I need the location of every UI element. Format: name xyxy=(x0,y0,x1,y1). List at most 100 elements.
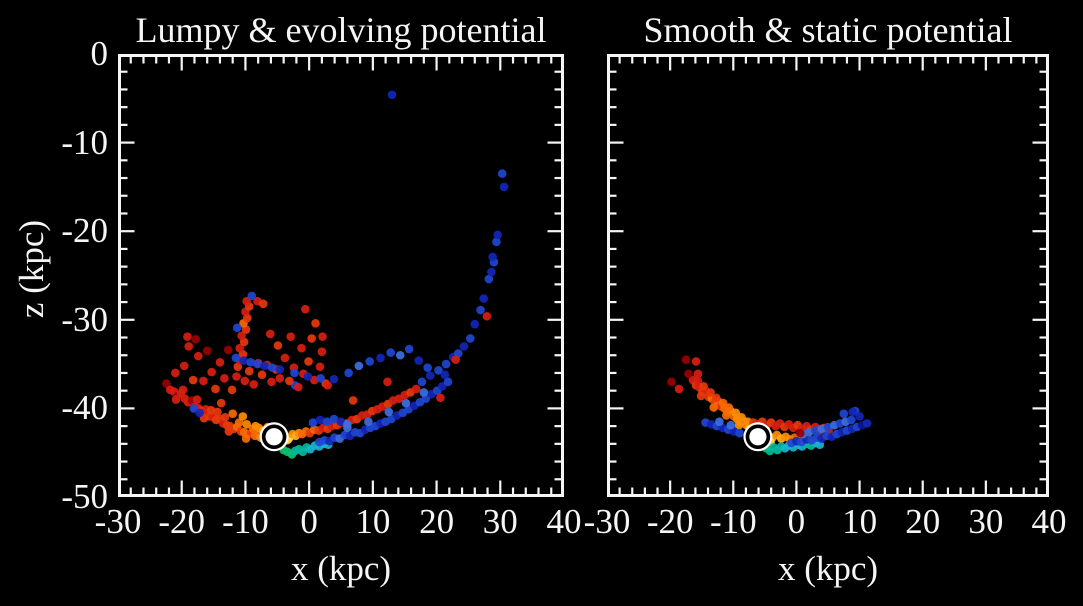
data-point xyxy=(247,291,257,301)
data-point xyxy=(411,384,421,394)
x-tick-label: -20 xyxy=(158,502,206,541)
data-point xyxy=(183,332,192,341)
data-point xyxy=(497,169,507,178)
data-point xyxy=(795,428,805,438)
data-point xyxy=(285,376,294,386)
data-point xyxy=(488,252,497,262)
x-tick-label: 10 xyxy=(842,502,878,541)
x-tick-label: 30 xyxy=(482,502,518,541)
data-point xyxy=(492,237,501,247)
data-point xyxy=(171,368,180,378)
data-point xyxy=(414,356,424,365)
data-point xyxy=(443,377,453,387)
data-point xyxy=(195,408,204,418)
data-point xyxy=(316,373,325,383)
y-tick-label: -40 xyxy=(61,388,108,428)
left-panel-plot xyxy=(118,54,564,497)
data-point xyxy=(241,434,251,443)
data-point xyxy=(232,372,241,381)
data-point xyxy=(317,347,327,356)
data-point xyxy=(267,363,277,372)
x-tick-label: -20 xyxy=(646,502,694,541)
data-point xyxy=(693,369,703,379)
x-tick-label: 40 xyxy=(1031,502,1067,541)
data-point xyxy=(365,357,374,366)
data-point xyxy=(178,385,188,395)
data-point xyxy=(234,418,244,427)
data-point xyxy=(199,376,208,386)
data-point xyxy=(242,296,252,306)
data-point xyxy=(179,361,189,371)
left-panel-title: Lumpy & evolving potential xyxy=(135,10,547,50)
data-point xyxy=(307,334,316,343)
data-point xyxy=(484,274,494,284)
data-point xyxy=(855,412,864,421)
data-point xyxy=(232,323,242,333)
data-point xyxy=(329,374,339,384)
right-x-axis-label: x (kpc) xyxy=(777,549,879,588)
data-point xyxy=(499,182,509,192)
data-point xyxy=(674,384,684,394)
y-tick-label: 0 xyxy=(90,34,109,73)
left-x-axis-label: x (kpc) xyxy=(290,549,392,588)
data-point xyxy=(425,371,435,380)
data-point xyxy=(715,417,724,426)
data-point xyxy=(423,363,432,372)
data-point xyxy=(260,361,269,371)
data-point xyxy=(684,369,693,379)
data-point xyxy=(315,415,325,425)
data-point xyxy=(301,304,310,314)
data-point xyxy=(257,370,267,380)
data-point xyxy=(419,388,429,397)
data-point xyxy=(220,373,229,383)
data-point xyxy=(344,368,353,378)
data-point xyxy=(734,420,744,430)
right-panel-title: Smooth & static potential xyxy=(643,10,1013,50)
data-point xyxy=(487,267,496,277)
data-point xyxy=(202,346,212,356)
data-point xyxy=(224,427,234,436)
data-point xyxy=(329,414,339,424)
data-point xyxy=(237,331,246,341)
data-point xyxy=(470,319,480,329)
data-point xyxy=(839,409,849,419)
data-point xyxy=(417,377,427,387)
data-point xyxy=(240,376,250,386)
data-point xyxy=(275,373,285,383)
plot-frame xyxy=(607,54,1049,497)
data-point xyxy=(726,420,736,430)
data-point xyxy=(315,362,325,372)
y-tick-label: -10 xyxy=(61,122,108,162)
x-tick-label: 10 xyxy=(355,502,391,541)
x-tick-label: -30 xyxy=(94,502,142,541)
plot-frame xyxy=(118,54,564,497)
right-panel-plot xyxy=(607,54,1049,497)
data-point xyxy=(459,342,469,351)
data-point xyxy=(191,334,201,344)
data-point xyxy=(246,358,255,367)
data-point xyxy=(297,343,306,353)
y-tick-label: -30 xyxy=(61,299,108,339)
data-point xyxy=(735,428,744,438)
data-point xyxy=(318,332,327,341)
data-point xyxy=(223,345,233,355)
data-point xyxy=(192,395,202,404)
data-point xyxy=(231,353,241,363)
data-point xyxy=(239,356,248,365)
data-point xyxy=(706,388,715,397)
data-point xyxy=(253,359,262,369)
data-point xyxy=(722,411,731,420)
data-point xyxy=(691,357,701,366)
data-point xyxy=(847,415,856,425)
x-tick-label: 20 xyxy=(419,502,455,541)
data-point xyxy=(193,351,203,361)
data-point xyxy=(216,398,226,408)
data-point xyxy=(211,384,220,394)
progenitor-marker-core xyxy=(265,428,283,446)
data-point xyxy=(215,358,225,367)
y-tick-label: -50 xyxy=(61,477,108,516)
data-point xyxy=(848,407,857,417)
data-point xyxy=(213,407,222,417)
data-point xyxy=(244,366,254,376)
